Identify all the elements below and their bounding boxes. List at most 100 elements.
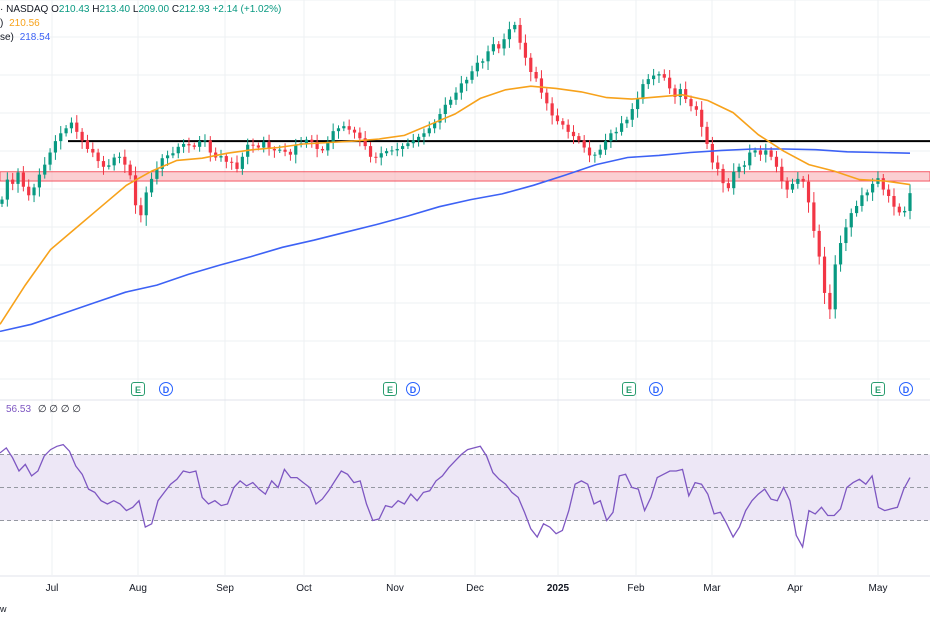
candle <box>571 125 576 144</box>
candle <box>48 148 52 171</box>
candle <box>165 150 170 166</box>
candle <box>513 21 517 33</box>
candle <box>262 136 266 153</box>
candle <box>320 146 325 154</box>
candle <box>828 284 832 319</box>
x-tick-label: Jul <box>45 583 59 594</box>
candle <box>652 68 656 86</box>
candle <box>5 172 9 207</box>
candle <box>155 161 159 185</box>
support-zone <box>0 171 930 182</box>
candle <box>347 119 351 135</box>
close-value: 212.93 <box>179 4 210 15</box>
ma50-line <box>0 85 911 325</box>
candle <box>849 208 853 237</box>
candle <box>240 152 244 175</box>
candle <box>887 184 891 203</box>
candle <box>133 166 138 214</box>
candle <box>689 95 693 112</box>
candle <box>235 155 239 173</box>
candle <box>139 197 143 223</box>
candle <box>342 121 346 132</box>
high-value: 213.40 <box>99 4 131 15</box>
dividend-marker[interactable]: D <box>159 382 173 396</box>
dividend-marker[interactable]: D <box>406 382 420 396</box>
candle <box>80 128 84 149</box>
candle <box>507 21 512 48</box>
candle <box>454 87 458 105</box>
change-value: +2.14 (+1.02%) <box>212 4 282 15</box>
candle <box>182 139 186 153</box>
candle <box>758 145 763 161</box>
candle <box>214 147 218 161</box>
candle <box>459 75 463 100</box>
dividend-marker[interactable]: D <box>649 382 663 396</box>
ma50-label: ) <box>0 18 4 29</box>
earnings-marker[interactable]: E <box>871 382 885 396</box>
earnings-marker[interactable]: E <box>131 382 145 396</box>
candle <box>726 178 730 192</box>
candle <box>203 134 207 147</box>
candle <box>107 159 111 170</box>
candle <box>374 152 378 164</box>
candle <box>609 129 613 148</box>
candle <box>539 70 544 99</box>
x-tick-label: May <box>868 583 888 594</box>
candle <box>85 134 90 153</box>
x-tick-label: Dec <box>466 583 484 594</box>
candle <box>684 81 688 104</box>
candle <box>641 79 645 104</box>
candle <box>310 135 314 148</box>
candle <box>69 117 74 134</box>
low-value: 209.00 <box>138 4 170 15</box>
candle <box>326 136 330 156</box>
candle <box>438 108 442 130</box>
candle <box>593 152 597 163</box>
candle <box>497 41 501 54</box>
candle <box>198 135 202 152</box>
candle <box>534 66 538 82</box>
candle <box>657 71 661 83</box>
candle <box>871 178 875 201</box>
rsi-legend: 56.53 ∅ ∅ ∅ ∅ <box>0 404 81 415</box>
candle <box>806 174 811 213</box>
candle <box>630 103 634 127</box>
candle <box>646 74 650 89</box>
candle <box>422 128 426 145</box>
candle <box>304 136 309 148</box>
candle <box>838 235 843 272</box>
candle <box>96 148 100 168</box>
ma50-legend: ) 210.56 <box>0 18 40 29</box>
candle <box>566 119 570 139</box>
candle <box>865 189 869 202</box>
candle <box>475 55 479 77</box>
candle <box>315 134 319 158</box>
candle <box>112 153 116 171</box>
rsi-pane <box>0 443 930 549</box>
candle <box>700 101 704 137</box>
candle <box>518 17 522 50</box>
dividend-marker[interactable]: D <box>899 382 913 396</box>
candle <box>796 172 800 189</box>
candle <box>721 164 725 193</box>
candle <box>465 76 469 92</box>
x-tick-label: Aug <box>129 583 147 594</box>
candle <box>144 186 148 226</box>
earnings-marker[interactable]: E <box>622 382 636 396</box>
candle <box>246 138 250 165</box>
candle <box>417 133 421 147</box>
candle <box>123 149 127 174</box>
ma200-line <box>0 148 911 333</box>
candle <box>59 126 63 150</box>
candle <box>16 168 20 193</box>
close-label: C <box>171 4 180 15</box>
open-value: 210.43 <box>58 4 90 15</box>
x-tick-label: 2025 <box>546 583 570 594</box>
ma200-legend: se) 218.54 <box>0 32 50 43</box>
candle <box>908 184 912 220</box>
candle <box>897 203 901 216</box>
candle <box>523 34 528 66</box>
earnings-marker[interactable]: E <box>383 382 397 396</box>
candle <box>662 69 666 81</box>
